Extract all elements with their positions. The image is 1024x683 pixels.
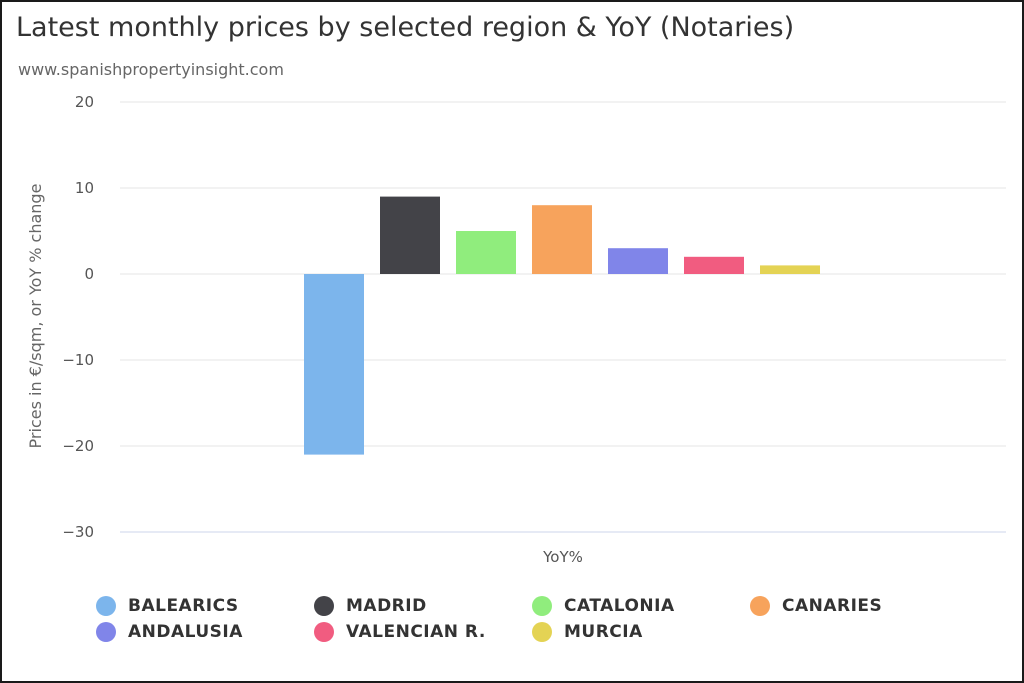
legend-label: CATALONIA (564, 596, 675, 616)
bar-canaries[interactable] (532, 205, 592, 274)
legend-dot-icon (314, 622, 334, 642)
y-tick-label: 20 (75, 93, 94, 111)
chart-title: Latest monthly prices by selected region… (16, 12, 795, 43)
legend-dot-icon (532, 622, 552, 642)
legend-item-andalusia[interactable]: ANDALUSIA (96, 622, 243, 642)
legend-label: BALEARICS (128, 596, 239, 616)
bars (304, 196, 820, 455)
y-tick-label: −30 (62, 523, 94, 541)
bar-valencian-r[interactable] (684, 256, 744, 274)
y-axis-label: Prices in €/sqm, or YoY % change (26, 184, 45, 449)
y-tick-label: −10 (62, 351, 94, 369)
y-axis-ticks: 20 10 0 −10 −20 −30 (62, 93, 94, 541)
legend-item-balearics[interactable]: BALEARICS (96, 596, 239, 616)
bar-andalusia[interactable] (608, 248, 668, 274)
bar-balearics[interactable] (304, 274, 364, 455)
chart-subtitle: www.spanishpropertyinsight.com (18, 60, 284, 79)
legend-label: CANARIES (782, 596, 883, 616)
legend-item-murcia[interactable]: MURCIA (532, 622, 643, 642)
legend-label: MADRID (346, 596, 427, 616)
legend-dot-icon (96, 596, 116, 616)
grid-lines (120, 101, 1006, 533)
y-tick-label: 0 (84, 265, 94, 283)
legend-label: VALENCIAN R. (346, 622, 486, 642)
legend-item-valencian-r[interactable]: VALENCIAN R. (314, 622, 486, 642)
bar-catalonia[interactable] (456, 231, 516, 274)
legend-item-canaries[interactable]: CANARIES (750, 596, 882, 616)
y-tick-label: −20 (62, 437, 94, 455)
legend-dot-icon (96, 622, 116, 642)
legend-label: ANDALUSIA (128, 622, 243, 642)
x-axis-label: YoY% (542, 548, 583, 566)
bar-murcia[interactable] (760, 265, 820, 274)
legend-dot-icon (750, 596, 770, 616)
legend-label: MURCIA (564, 622, 643, 642)
legend-item-madrid[interactable]: MADRID (314, 596, 427, 616)
legend-dot-icon (314, 596, 334, 616)
legend-dot-icon (532, 596, 552, 616)
y-tick-label: 10 (75, 179, 94, 197)
bar-madrid[interactable] (380, 196, 440, 274)
legend-item-catalonia[interactable]: CATALONIA (532, 596, 675, 616)
